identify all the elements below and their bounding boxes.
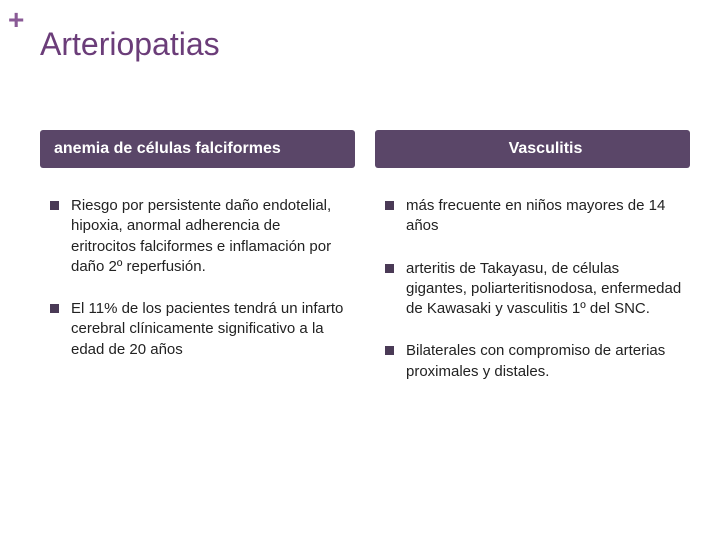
bullet-text: Bilaterales con compromiso de arterias p…: [406, 341, 684, 382]
left-column-header: anemia de células falciformes: [40, 130, 355, 168]
page-title: Arteriopatias: [40, 26, 220, 63]
left-column: anemia de células falciformes Riesgo por…: [40, 130, 355, 404]
list-item: Bilaterales con compromiso de arterias p…: [385, 341, 684, 382]
right-column-header: Vasculitis: [375, 130, 690, 168]
bullet-square-icon: [50, 201, 59, 210]
bullet-text: más frecuente en niños mayores de 14 año…: [406, 196, 684, 237]
bullet-text: El 11% de los pacientes tendrá un infart…: [71, 299, 349, 360]
list-item: El 11% de los pacientes tendrá un infart…: [50, 299, 349, 360]
bullet-square-icon: [50, 304, 59, 313]
columns-container: anemia de células falciformes Riesgo por…: [40, 130, 690, 404]
bullet-square-icon: [385, 346, 394, 355]
right-bullet-list: más frecuente en niños mayores de 14 año…: [375, 196, 690, 404]
plus-icon: +: [8, 6, 24, 34]
bullet-text: arteritis de Takayasu, de células gigant…: [406, 259, 684, 320]
right-column: Vasculitis más frecuente en niños mayore…: [375, 130, 690, 404]
bullet-square-icon: [385, 264, 394, 273]
list-item: arteritis de Takayasu, de células gigant…: [385, 259, 684, 320]
left-bullet-list: Riesgo por persistente daño endotelial, …: [40, 196, 355, 382]
bullet-text: Riesgo por persistente daño endotelial, …: [71, 196, 349, 277]
list-item: más frecuente en niños mayores de 14 año…: [385, 196, 684, 237]
list-item: Riesgo por persistente daño endotelial, …: [50, 196, 349, 277]
bullet-square-icon: [385, 201, 394, 210]
